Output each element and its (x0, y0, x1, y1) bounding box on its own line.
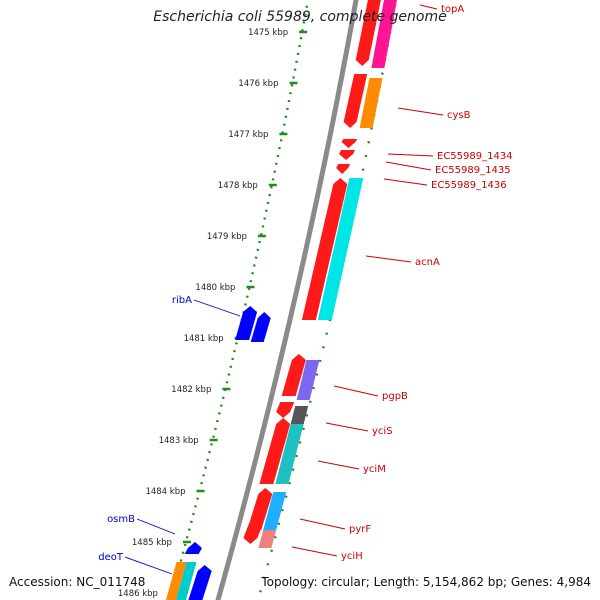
label-leader-yciH (291, 546, 338, 557)
ruler-tick-label: 1478 kbp (218, 181, 258, 191)
label-leader-EC55989_1436 (383, 178, 428, 186)
ruler-tick-label: 1483 kbp (159, 436, 199, 446)
gene-label-yciH: yciH (341, 551, 363, 562)
ruler-tick-label: 1477 kbp (228, 130, 268, 140)
map-title: Escherichia coli 55989, complete genome (153, 9, 447, 25)
gene-pgpB-class (296, 360, 320, 400)
label-leader-EC55989_1435 (385, 161, 432, 171)
gene-yciS (276, 402, 295, 418)
label-leader-cysB (397, 107, 444, 116)
gene-EC55989_1434 (341, 139, 358, 148)
gene-topA (355, 0, 381, 66)
ruler-tick-label: 1475 kbp (248, 28, 288, 38)
ruler-tick-label: 1486 kbp (118, 589, 158, 599)
gene-acnA-class (317, 178, 364, 320)
gene-yciH-class (258, 530, 277, 548)
gene-label-yciM: yciM (363, 464, 386, 475)
ruler-tick-label: 1482 kbp (171, 385, 211, 395)
label-leader-pgpB (333, 385, 379, 397)
label-leader-EC55989_1434 (387, 153, 434, 157)
gene-label-ribA: ribA (172, 295, 192, 306)
gene-label-acnA: acnA (415, 257, 440, 268)
gene-label-cysB: cysB (447, 110, 471, 121)
gene-label-EC55989_1434: EC55989_1434 (437, 151, 513, 162)
label-leader-deoT (124, 556, 173, 575)
genome-summary-text: Topology: circular; Length: 5,154,862 bp… (261, 575, 591, 589)
label-leader-yciS (325, 422, 369, 432)
gene-pyrF (247, 488, 273, 530)
label-leader-ribA (193, 299, 241, 317)
gene-osmB (184, 542, 202, 554)
label-leader-pyrF (299, 518, 346, 530)
label-leader-yciM (317, 460, 360, 470)
ruler-tick-label: 1481 kbp (184, 334, 224, 344)
gene-label-yciS: yciS (372, 426, 393, 437)
gene-label-pgpB: pgpB (382, 391, 408, 402)
ruler-tick-label: 1480 kbp (195, 283, 235, 293)
gene-label-deoT: deoT (98, 552, 124, 563)
gene-yciS-class (290, 406, 309, 424)
gene-ribA-2 (250, 312, 271, 342)
accession-text: Accession: NC_011748 (9, 575, 146, 589)
ruler-tick-label: 1476 kbp (238, 79, 278, 89)
gene-yciH (243, 524, 263, 544)
gene-label-pyrF: pyrF (349, 524, 371, 535)
gene-label-EC55989_1436: EC55989_1436 (431, 180, 507, 191)
ruler-tick-label: 1479 kbp (207, 232, 247, 242)
gene-ribA (235, 306, 258, 340)
gene-deoT (188, 565, 212, 600)
gene-yciM (259, 418, 291, 484)
gene-deoT-class (165, 562, 187, 600)
gene-EC55989_1436 (336, 164, 351, 174)
genome-backbone (215, 0, 359, 600)
ruler-tick-label: 1484 kbp (145, 487, 185, 497)
gene-topA-class (371, 0, 397, 68)
gene-cysB (343, 74, 368, 128)
gene-deoT-class-2 (175, 562, 197, 600)
gene-cysB-class (359, 78, 383, 128)
gene-pyrF-class (263, 492, 287, 530)
gene-label-topA: topA (441, 4, 464, 15)
position-ruler: 1475 kbp 1476 kbp 1477 kbp 1478 kbp 1479 kbp… (118, 0, 310, 600)
label-leader-topA (419, 4, 438, 10)
gene-label-EC55989_1435: EC55989_1435 (435, 165, 511, 176)
label-leader-osmB (136, 518, 176, 535)
ruler-dotted-line (168, 0, 310, 600)
gene-acnA (301, 178, 348, 320)
gene-label-osmB: osmB (107, 514, 135, 525)
gene-pgpB (281, 354, 306, 396)
gene-EC55989_1435 (339, 150, 356, 160)
label-leader-acnA (365, 255, 412, 263)
ruler-tick-label: 1485 kbp (132, 538, 172, 548)
gene-yciM-class (275, 424, 304, 484)
